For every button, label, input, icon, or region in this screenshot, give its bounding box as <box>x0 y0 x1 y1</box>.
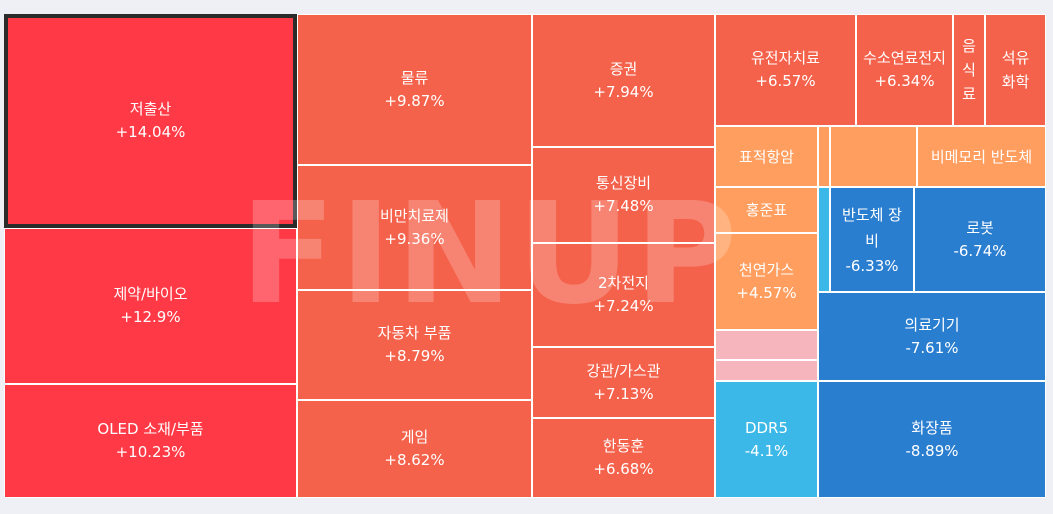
tile-change: -7.61% <box>905 338 959 357</box>
tile-label: 화장품 <box>911 418 953 437</box>
tile-change: +12.9% <box>120 308 181 326</box>
tile-label: 음식료 <box>962 37 976 103</box>
tile-label: 한동훈 <box>602 437 645 455</box>
tile-label: 강관/가스관 <box>586 361 661 380</box>
tile-26[interactable]: 반도체 장비 -6.33% <box>830 187 914 292</box>
tile-change: +8.62% <box>384 451 445 469</box>
tile-15[interactable]: 음식료 <box>953 14 985 126</box>
tile-30[interactable]: 화장품 -8.89% <box>818 381 1046 498</box>
tile-5[interactable]: 비만치료제 +9.36% <box>297 165 532 290</box>
tile-change: -6.33% <box>845 256 899 275</box>
tile-label: 통신장비 <box>595 174 652 192</box>
tile-change: +6.57% <box>755 72 816 90</box>
tile-change: +7.24% <box>593 297 654 315</box>
tile-19[interactable] <box>830 126 917 187</box>
tile-label: 자동차 부품 <box>377 324 452 342</box>
tile-8[interactable]: 증권 +7.94% <box>532 14 715 147</box>
tile-18[interactable] <box>818 126 830 187</box>
tile-change: +6.34% <box>874 72 935 90</box>
tile-change: +7.48% <box>593 197 654 215</box>
tile-label: 2차전지 <box>598 274 649 292</box>
tile-11[interactable]: 강관/가스관 +7.13% <box>532 347 715 418</box>
tile-label: 비만치료제 <box>379 206 449 225</box>
tile-23[interactable] <box>715 330 818 360</box>
tile-21[interactable]: 홍준표 <box>715 187 818 233</box>
tile-24[interactable] <box>715 360 818 381</box>
tile-6[interactable]: 자동차 부품 +8.79% <box>297 290 532 400</box>
tile-change: +6.68% <box>593 460 654 478</box>
tile-change: +7.13% <box>593 384 654 403</box>
tile-28[interactable]: 의료기기 -7.61% <box>818 292 1046 381</box>
tile-label: 반도체 장비 <box>842 205 902 250</box>
tile-29[interactable]: DDR5 -4.1% <box>715 381 818 498</box>
tile-change: +10.23% <box>115 443 186 461</box>
tile-change: +14.04% <box>115 123 186 141</box>
tile-change: +8.79% <box>384 347 445 365</box>
tile-label: 수소연료전지 <box>863 49 946 67</box>
tile-2[interactable]: 제약/바이오 +12.9% <box>4 228 297 384</box>
tile-10[interactable]: 2차전지 +7.24% <box>532 243 715 347</box>
tile-label: 물류 <box>400 68 429 87</box>
tile-20[interactable]: 비메모리 반도체 <box>917 126 1046 187</box>
tile-label: 비메모리 반도체 <box>930 147 1033 166</box>
tile-change: -6.74% <box>953 241 1007 260</box>
tile-7[interactable]: 게임 +8.62% <box>297 400 532 498</box>
tile-9[interactable]: 통신장비 +7.48% <box>532 147 715 243</box>
tile-change: +7.94% <box>593 82 654 101</box>
tile-label: 로봇 <box>966 218 994 237</box>
tile-13[interactable]: 유전자치료 +6.57% <box>715 14 856 126</box>
tile-change: +9.87% <box>384 91 445 110</box>
tile-22[interactable]: 천연가스 +4.57% <box>715 233 818 330</box>
tile-change: -8.89% <box>905 441 959 460</box>
tile-label: 석유화학 <box>1001 49 1030 91</box>
tile-label: 의료기기 <box>904 315 960 334</box>
tile-1[interactable]: 저출산 +14.04% <box>4 14 297 228</box>
tile-3[interactable]: OLED 소재/부품 +10.23% <box>4 384 297 498</box>
tile-change: +9.36% <box>384 229 445 248</box>
tile-label: DDR5 <box>744 418 789 437</box>
tile-25[interactable] <box>818 187 830 292</box>
tile-27[interactable]: 로봇 -6.74% <box>914 187 1046 292</box>
tile-14[interactable]: 수소연료전지 +6.34% <box>856 14 953 126</box>
tile-label: 저출산 <box>129 100 172 118</box>
tile-change: -4.1% <box>744 441 789 460</box>
tile-label: OLED 소재/부품 <box>97 420 204 438</box>
tile-label: 천연가스 <box>738 260 795 279</box>
tile-label: 표적항암 <box>738 147 795 166</box>
tile-change: +4.57% <box>736 283 797 302</box>
tile-label: 제약/바이오 <box>113 285 188 303</box>
tile-label: 게임 <box>400 428 429 446</box>
tile-12[interactable]: 한동훈 +6.68% <box>532 418 715 498</box>
tile-label: 증권 <box>609 59 638 78</box>
tile-4[interactable]: 물류 +9.87% <box>297 14 532 165</box>
tile-label: 유전자치료 <box>750 49 820 67</box>
tile-16[interactable]: 석유화학 <box>985 14 1046 126</box>
tile-label: 홍준표 <box>745 201 788 219</box>
tile-17[interactable]: 표적항암 <box>715 126 818 187</box>
